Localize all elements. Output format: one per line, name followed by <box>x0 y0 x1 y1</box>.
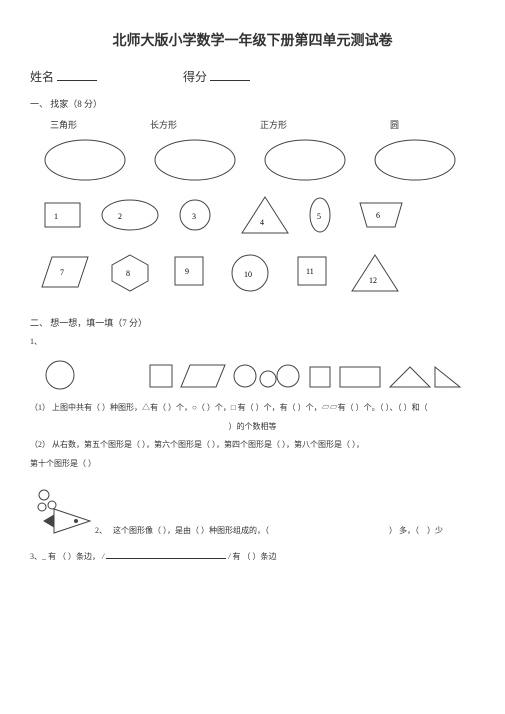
q3-tail: 有 （ ）条边 <box>232 552 276 561</box>
num-5: 5 <box>317 212 321 221</box>
cat-triangle: 三角形 <box>50 118 150 131</box>
num-11: 11 <box>306 267 314 276</box>
q2-text-2: 第十个图形是（ ） <box>30 457 475 471</box>
num-9: 9 <box>185 267 189 276</box>
num-6: 6 <box>376 211 380 220</box>
fish-text: 这个图形像（ ），是由（ ）种图形组成的，（ <box>113 525 269 536</box>
q3-blank <box>106 550 226 559</box>
score-blank <box>210 70 250 81</box>
q3-line: 3、_ 有 （ ）条边， / / 有 （ ）条边 <box>30 550 475 564</box>
q1-text-2: ）的个数相等 <box>30 420 475 434</box>
num-1: 1 <box>54 212 58 221</box>
q1-shapes-row <box>30 357 475 393</box>
cat-square: 正方形 <box>260 118 390 131</box>
cat-circle: 圆 <box>390 118 399 131</box>
q2-text: （2） 从右数，第五个图形是（ ），第六个图形是（ ），第四个图形是（ ），第八… <box>30 438 475 452</box>
fish-icon <box>30 481 95 536</box>
section2-heading: 二、 想一想，填一填（7 分） <box>30 316 475 329</box>
num-10: 10 <box>244 270 252 279</box>
num-12: 12 <box>369 276 377 285</box>
fish-row: 2、 这个图形像（ ），是由（ ）种图形组成的，（ ） 多，（ ）少 <box>30 481 475 536</box>
q1-text-1: （1） 上图中共有（ ）种图形，△有（ ）个，○（ ）个，□ 有（ ）个，有（ … <box>30 401 475 415</box>
shapes-row-2: 7 8 9 10 11 12 <box>30 247 475 302</box>
score-label: 得分 <box>183 70 207 84</box>
shapes-row-1: 1 2 3 4 5 6 <box>30 191 475 241</box>
num-7: 7 <box>60 268 64 277</box>
num-8: 8 <box>126 269 130 278</box>
fish-tail: ） 多，（ ）少 <box>389 525 443 536</box>
header-line: 姓名 得分 <box>30 68 475 85</box>
q2-num: 2、 <box>95 525 107 536</box>
q1-num: 1、 <box>30 335 475 349</box>
section1-heading: 一、 找家（8 分） <box>30 97 475 110</box>
name-blank <box>57 70 97 81</box>
category-labels: 三角形 长方形 正方形 圆 <box>30 118 475 131</box>
num-4: 4 <box>260 218 264 227</box>
num-3: 3 <box>192 212 196 221</box>
q3-text: 3、_ 有 （ ）条边， <box>30 552 100 561</box>
name-label: 姓名 <box>30 70 54 84</box>
page-title: 北师大版小学数学一年级下册第四单元测试卷 <box>30 30 475 50</box>
ellipse-row <box>30 135 475 185</box>
cat-rect: 长方形 <box>150 118 260 131</box>
num-2: 2 <box>118 212 122 221</box>
